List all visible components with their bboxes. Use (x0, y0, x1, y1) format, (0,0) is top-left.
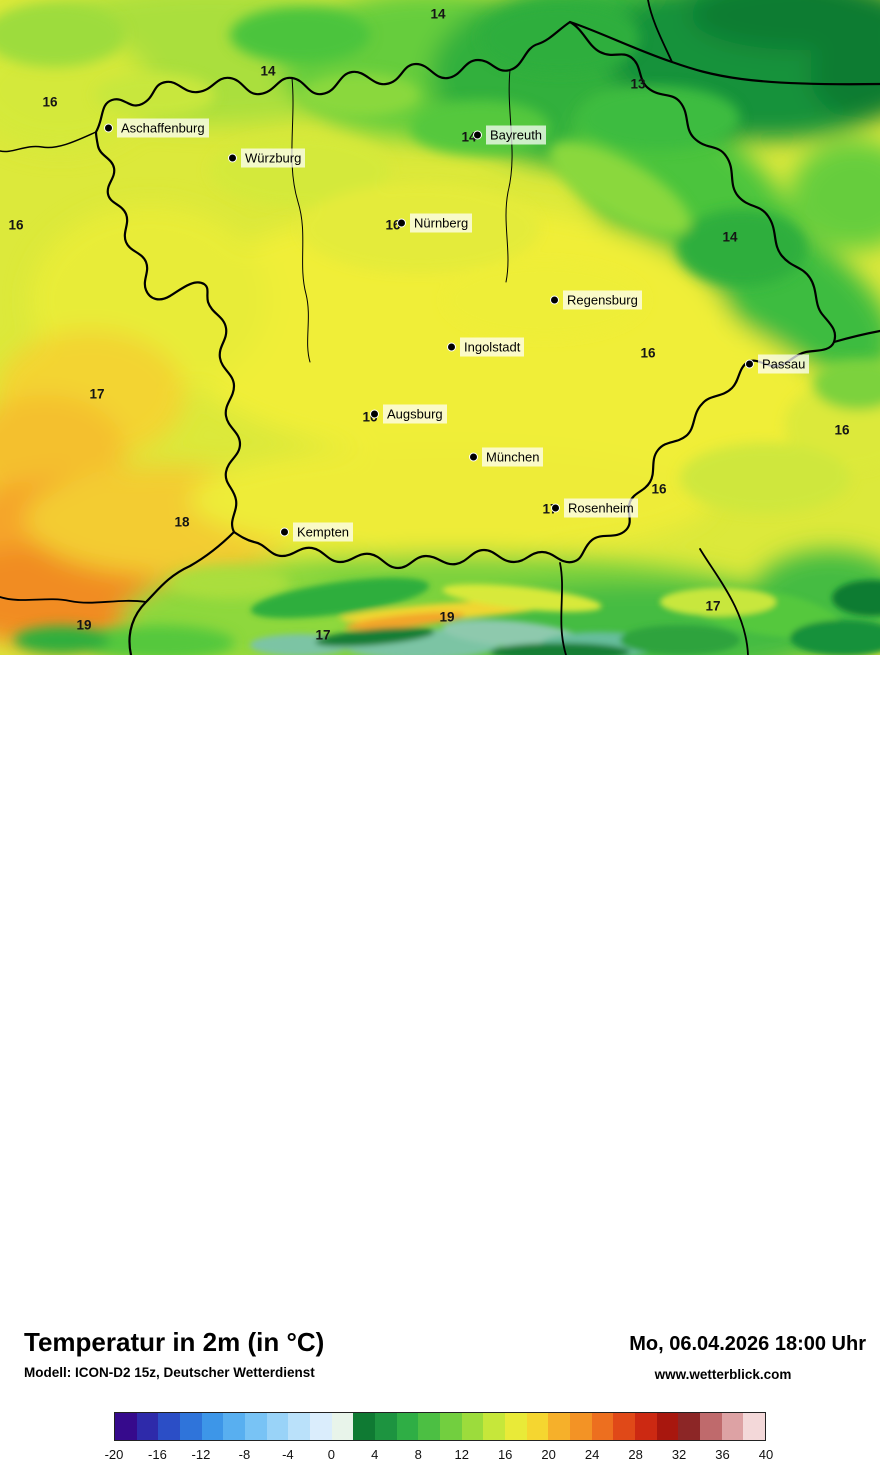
legend-color-block (721, 1413, 744, 1440)
legend-color-block (526, 1413, 549, 1440)
legend-tick-label: 4 (371, 1447, 379, 1462)
legend-color-block (570, 1413, 592, 1440)
legend-color-block (331, 1413, 354, 1440)
legend-color-block (288, 1413, 311, 1440)
legend-tick-label: -16 (148, 1447, 167, 1462)
legend-color-block (505, 1413, 527, 1440)
legend-color-block (548, 1413, 571, 1440)
legend-colorbar (114, 1412, 766, 1441)
legend-color-block (266, 1413, 289, 1440)
legend-color-block (483, 1413, 506, 1440)
legend-color-block (440, 1413, 462, 1440)
legend-color-block (613, 1413, 636, 1440)
map-area: 16 14 14 13 14 16 14 16 16 17 16 16 16 17 18 19 17 19 17 A… (0, 0, 880, 655)
legend-tick-label: 12 (454, 1447, 469, 1462)
legend-color-block (223, 1413, 246, 1440)
datetime-label: Mo, 06.04.2026 18:00 Uhr (629, 1333, 866, 1355)
legend-tick-label: -8 (238, 1447, 251, 1462)
legend-tick-label: -20 (104, 1447, 124, 1462)
legend-color-block (743, 1413, 766, 1440)
legend-tick-label: 36 (715, 1447, 730, 1462)
map-borders (0, 0, 880, 655)
legend-tick-label: 24 (584, 1447, 600, 1462)
legend-tick-label: -12 (191, 1447, 211, 1462)
legend-color-block (180, 1413, 202, 1440)
legend-tick-label: 20 (541, 1447, 556, 1462)
legend-color-block (418, 1413, 441, 1440)
map-color-field-alps (250, 577, 880, 655)
model-info: Modell: ICON-D2 15z, Deutscher Wetterdie… (24, 1365, 315, 1380)
legend-tick-label: -4 (282, 1447, 294, 1462)
page-title: Temperatur in 2m (in °C) (24, 1327, 325, 1357)
legend-color-block (353, 1413, 376, 1440)
info-panel: Temperatur in 2m (in °C) Modell: ICON-D2… (0, 655, 880, 1462)
legend-tick-label: 16 (497, 1447, 513, 1462)
legend-color-block (158, 1413, 181, 1440)
legend-color-block (310, 1413, 332, 1440)
legend-color-block (700, 1413, 722, 1440)
legend-color-block (678, 1413, 701, 1440)
legend-color-block (136, 1413, 159, 1440)
legend-color-block (396, 1413, 419, 1440)
legend-tick-label: 0 (327, 1447, 335, 1462)
legend-color-block (115, 1413, 137, 1440)
legend-tick-label: 32 (671, 1447, 687, 1462)
temperature-map (0, 0, 880, 655)
legend-tick-label: 40 (758, 1447, 774, 1462)
legend-color-block (635, 1413, 657, 1440)
legend-color-block (656, 1413, 679, 1440)
legend-color-block (461, 1413, 484, 1440)
legend-color-block (375, 1413, 397, 1440)
legend-ticks: -20 -16 -12 -8 -4 0 4 8 12 16 20 24 28 32 36 40 (105, 1447, 774, 1465)
legend-color-block (245, 1413, 267, 1440)
legend-tick-label: 8 (414, 1447, 422, 1462)
legend-tick-label: 28 (628, 1447, 643, 1462)
legend-color-block (591, 1413, 614, 1440)
website-label: www.wetterblick.com (654, 1367, 792, 1382)
legend-color-block (201, 1413, 224, 1440)
